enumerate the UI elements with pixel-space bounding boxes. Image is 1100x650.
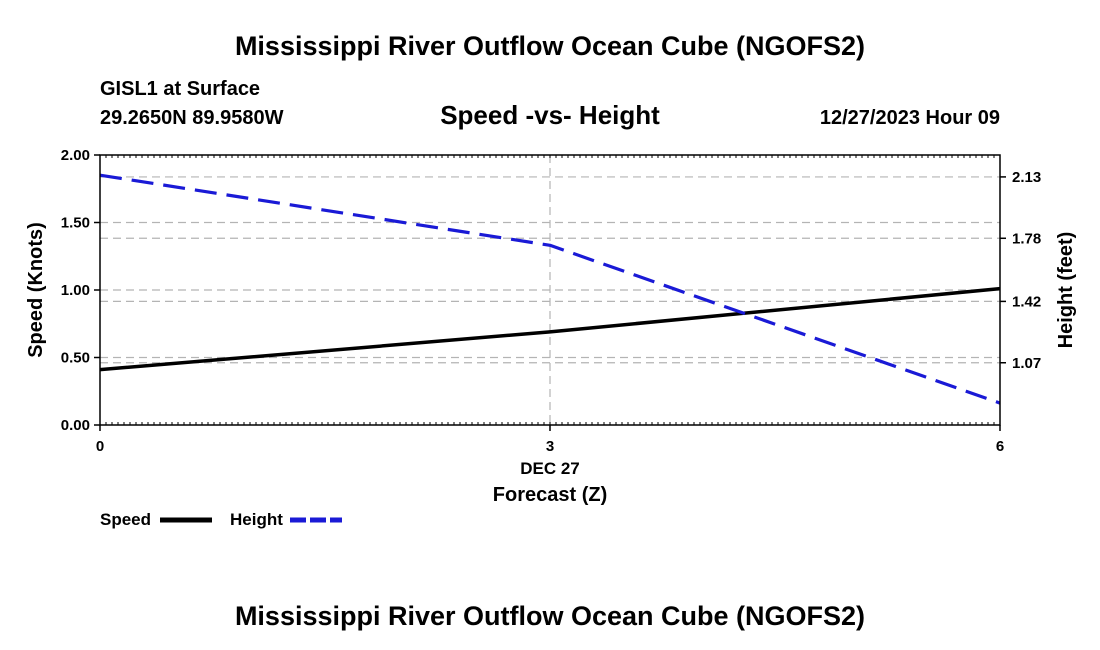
chart-main-title: Mississippi River Outflow Ocean Cube (NG… xyxy=(235,31,865,61)
y-left-tick-label: 2.00 xyxy=(61,147,90,164)
axis-ticks: 0.00 0.50 1.00 1.50 2.00 1.07 1.42 1.78 2.13 0 3 6 xyxy=(61,147,1041,455)
legend-speed-label: Speed xyxy=(100,510,151,529)
x-tick-label: 6 xyxy=(996,438,1004,455)
series-height-line xyxy=(99,173,1001,405)
y-right-axis-label: Height (feet) xyxy=(1055,232,1077,349)
y-left-tick-label: 1.00 xyxy=(61,282,90,299)
chart-subtitle: Speed -vs- Height xyxy=(440,100,660,130)
x-axis-label: Forecast (Z) xyxy=(493,484,607,506)
x-tick-label: 3 xyxy=(546,438,554,455)
y-left-axis-label: Speed (Knots) xyxy=(25,222,47,358)
y-right-tick-label: 1.07 xyxy=(1012,355,1041,372)
x-tick-label: 0 xyxy=(96,438,104,455)
series-speed-line xyxy=(99,286,1001,372)
legend: Speed Height xyxy=(100,510,342,529)
station-label: GISL1 at Surface xyxy=(100,78,260,100)
y-right-tick-label: 2.13 xyxy=(1012,169,1041,186)
series-lines xyxy=(99,173,1001,405)
datetime-label: 12/27/2023 Hour 09 xyxy=(820,107,1000,129)
x-date-label: DEC 27 xyxy=(520,459,580,478)
legend-height-label: Height xyxy=(230,510,283,529)
y-right-tick-label: 1.78 xyxy=(1012,230,1041,247)
chart-main-title-repeat: Mississippi River Outflow Ocean Cube (NG… xyxy=(235,601,865,631)
y-left-tick-label: 1.50 xyxy=(61,215,90,232)
location-label: 29.2650N 89.9580W xyxy=(100,107,284,129)
gridlines xyxy=(100,155,1000,425)
y-right-tick-label: 1.42 xyxy=(1012,293,1041,310)
frame-minor-ticks xyxy=(105,155,995,425)
y-left-tick-label: 0.50 xyxy=(61,350,90,367)
y-left-tick-label: 0.00 xyxy=(61,417,90,434)
